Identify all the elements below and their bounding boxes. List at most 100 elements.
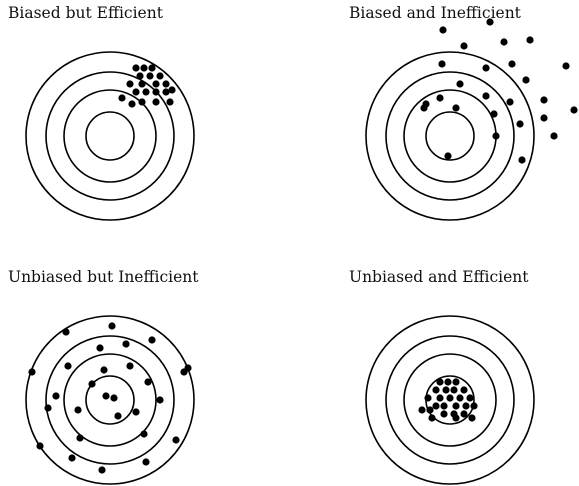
shot-dot [426, 406, 433, 413]
shot-dot [508, 60, 515, 67]
shot-dot [466, 394, 473, 401]
shot-dot [136, 72, 143, 79]
shot-dot [428, 414, 435, 421]
shot-dot [36, 442, 43, 449]
shot-dot [126, 80, 133, 87]
shot-dot [432, 386, 439, 393]
shot-dot [432, 402, 439, 409]
shot-dot [550, 132, 557, 139]
shot-dot [490, 110, 497, 117]
shot-dot [146, 72, 153, 79]
shot-dot [152, 80, 159, 87]
shot-dot [468, 414, 475, 421]
shot-dot [526, 36, 533, 43]
shot-dot [444, 152, 451, 159]
shot-dot [462, 402, 469, 409]
shot-dot [180, 368, 187, 375]
shot-dot [452, 104, 459, 111]
shot-dot [172, 436, 179, 443]
shot-dot [152, 98, 159, 105]
shot-dot [452, 378, 459, 385]
shot-dot [540, 96, 547, 103]
shot-dot [132, 408, 139, 415]
shot-dot [436, 94, 443, 101]
shot-dot [436, 378, 443, 385]
shot-dot [460, 42, 467, 49]
shot-dot [486, 18, 493, 25]
shot-dot [148, 64, 155, 71]
shot-dot [144, 378, 151, 385]
shot-dot [132, 88, 139, 95]
shot-dot [460, 386, 467, 393]
shot-dot [162, 80, 169, 87]
shot-dot [168, 86, 175, 93]
shot-dot [44, 404, 51, 411]
shot-dot [518, 156, 525, 163]
shot-dot [482, 92, 489, 99]
shot-dot [76, 434, 83, 441]
shot-dot [436, 394, 443, 401]
shot-dot [456, 394, 463, 401]
shot-dot [122, 340, 129, 347]
shot-dot [74, 406, 81, 413]
shot-dot [140, 64, 147, 71]
target-ring-1 [26, 52, 194, 220]
shot-dot [114, 412, 121, 419]
target-biased-efficient [26, 52, 194, 220]
shot-dot [442, 386, 449, 393]
shot-dot [108, 322, 115, 329]
shot-dot [166, 98, 173, 105]
shot-dot [140, 430, 147, 437]
shot-dot [98, 466, 105, 473]
shot-dot [138, 80, 145, 87]
shot-dot [110, 394, 117, 401]
target-unbiased-inefficient [26, 316, 194, 484]
shot-dot [96, 344, 103, 351]
shot-dot [132, 64, 139, 71]
shot-dot [540, 114, 547, 121]
shot-dot [142, 88, 149, 95]
shot-dot [562, 62, 569, 69]
shot-dot [506, 98, 513, 105]
shot-dot [126, 362, 133, 369]
target-biased-inefficient [366, 18, 578, 220]
target-ring-1 [26, 316, 194, 484]
shot-dot [482, 64, 489, 71]
shot-dot [88, 380, 95, 387]
shot-dot [102, 392, 109, 399]
shot-dot [418, 406, 425, 413]
shot-dot [142, 458, 149, 465]
shot-dot [444, 378, 451, 385]
shot-dot [148, 336, 155, 343]
shot-dot [450, 386, 457, 393]
shot-dot [470, 402, 477, 409]
shot-dot [460, 410, 467, 417]
shot-dot [68, 454, 75, 461]
shot-dot [138, 98, 145, 105]
shot-dot [492, 132, 499, 139]
target-unbiased-efficient [366, 316, 534, 484]
shot-dot [439, 26, 446, 33]
shot-dot [456, 80, 463, 87]
shot-dot [118, 94, 125, 101]
shot-dot [64, 362, 71, 369]
shot-dot [28, 368, 35, 375]
shot-dot [570, 106, 577, 113]
shot-dot [440, 402, 447, 409]
shot-dot [62, 328, 69, 335]
shot-dot [128, 100, 135, 107]
target-ring-4 [426, 112, 474, 160]
shot-dot [440, 410, 447, 417]
shot-dot [452, 414, 459, 421]
target-ring-3 [404, 90, 496, 182]
shot-dot [156, 396, 163, 403]
shot-dot [420, 104, 427, 111]
shot-dot [424, 394, 431, 401]
target-ring-4 [86, 112, 134, 160]
shot-dot [438, 60, 445, 67]
shot-dot [156, 72, 163, 79]
shot-dot [500, 38, 507, 45]
shot-dot [152, 88, 159, 95]
shot-dot [516, 120, 523, 127]
target-ring-2 [46, 336, 174, 464]
